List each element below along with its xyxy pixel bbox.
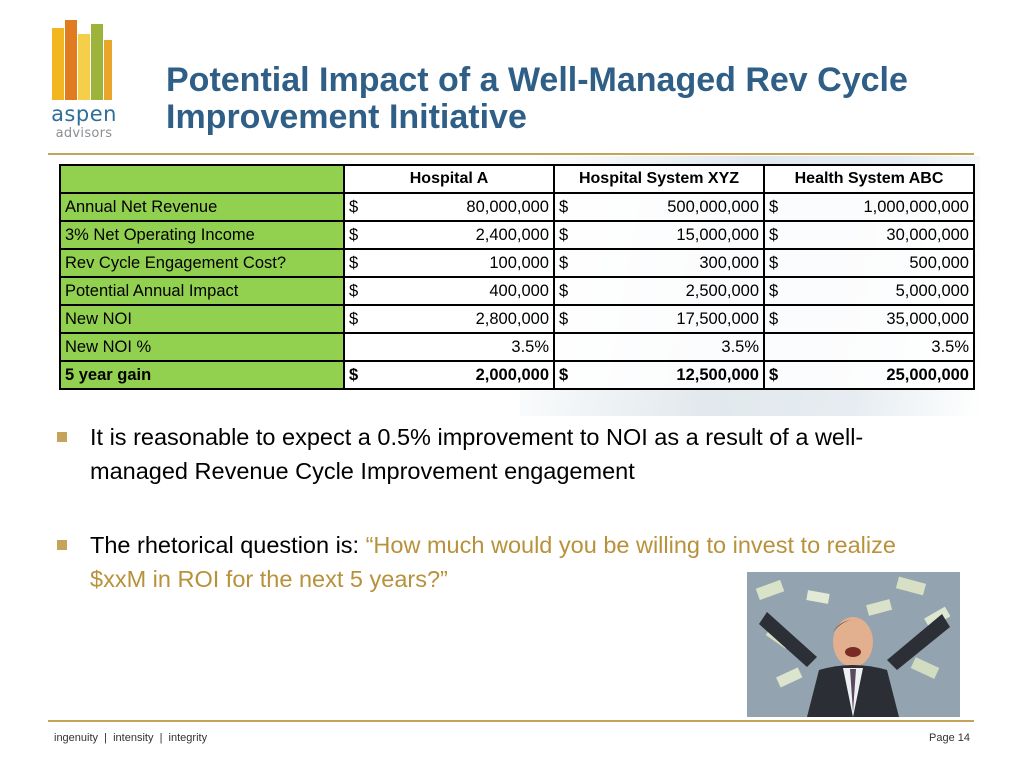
table-row: New NOI % 3.5% 3.5% 3.5% xyxy=(59,332,975,362)
row-label: Rev Cycle Engagement Cost? xyxy=(59,248,345,278)
amount-cell: $80,000,000 xyxy=(343,192,555,222)
currency-symbol: $ xyxy=(349,365,359,384)
amount-value: 300,000 xyxy=(699,253,759,272)
bullet-square-icon xyxy=(57,432,67,442)
amount-value: 2,000,000 xyxy=(475,365,549,384)
column-header: Hospital System XYZ xyxy=(553,164,765,194)
currency-symbol: $ xyxy=(349,281,359,300)
bullet-square-icon xyxy=(57,540,67,550)
amount-value: 400,000 xyxy=(489,281,549,300)
amount-value: 80,000,000 xyxy=(466,197,549,216)
currency-symbol: $ xyxy=(349,253,359,272)
bullet-list: It is reasonable to expect a 0.5% improv… xyxy=(54,420,954,596)
table-row: Rev Cycle Engagement Cost? $100,000 $300,0… xyxy=(59,248,975,278)
currency-symbol: $ xyxy=(769,253,779,272)
row-label: 5 year gain xyxy=(59,360,345,390)
amount-cell: $300,000 xyxy=(553,248,765,278)
currency-symbol: $ xyxy=(769,309,779,328)
bullet-item: The rhetorical question is: “How much wo… xyxy=(54,528,954,596)
amount-value: 30,000,000 xyxy=(886,225,969,244)
currency-symbol: $ xyxy=(769,197,779,216)
amount-cell: $500,000 xyxy=(763,248,975,278)
bullet-text: The rhetorical question is: xyxy=(90,532,366,558)
table-header-row: Hospital A Hospital System XYZ Health Sy… xyxy=(59,164,975,194)
currency-symbol: $ xyxy=(559,309,569,328)
percent-cell: 3.5% xyxy=(343,332,555,362)
currency-symbol: $ xyxy=(349,309,359,328)
amount-cell: $2,500,000 xyxy=(553,276,765,306)
currency-symbol: $ xyxy=(559,225,569,244)
amount-value: 12,500,000 xyxy=(676,365,759,384)
amount-cell: $25,000,000 xyxy=(763,360,975,390)
currency-symbol: $ xyxy=(769,365,779,384)
amount-cell: $12,500,000 xyxy=(553,360,765,390)
aspen-tree-logo-mark xyxy=(52,20,112,100)
amount-cell: $2,800,000 xyxy=(343,304,555,334)
amount-value: 1,000,000,000 xyxy=(863,197,969,216)
amount-cell: $30,000,000 xyxy=(763,220,975,250)
row-label: New NOI % xyxy=(59,332,345,362)
amount-cell: $500,000,000 xyxy=(553,192,765,222)
amount-cell: $400,000 xyxy=(343,276,555,306)
table-row: Potential Annual Impact $400,000 $2,500,00… xyxy=(59,276,975,306)
amount-value: 2,800,000 xyxy=(475,309,549,328)
amount-value: 25,000,000 xyxy=(886,365,969,384)
impact-table: Hospital A Hospital System XYZ Health Sy… xyxy=(59,164,975,390)
table-corner-cell xyxy=(59,164,345,194)
amount-value: 2,400,000 xyxy=(475,225,549,244)
row-label: 3% Net Operating Income xyxy=(59,220,345,250)
amount-value: 2,500,000 xyxy=(685,281,759,300)
amount-cell: $2,400,000 xyxy=(343,220,555,250)
percent-cell: 3.5% xyxy=(553,332,765,362)
logo-word-aspen: aspen xyxy=(51,102,117,126)
currency-symbol: $ xyxy=(349,197,359,216)
amount-cell: $100,000 xyxy=(343,248,555,278)
amount-value: 500,000 xyxy=(909,253,969,272)
amount-value: 100,000 xyxy=(489,253,549,272)
amount-value: 5,000,000 xyxy=(895,281,969,300)
table-row: 5 year gain $2,000,000 $12,500,000 $25,000,… xyxy=(59,360,975,390)
table-row: Annual Net Revenue $80,000,000 $500,000,00… xyxy=(59,192,975,222)
column-header: Hospital A xyxy=(343,164,555,194)
amount-value: 35,000,000 xyxy=(886,309,969,328)
row-label: Potential Annual Impact xyxy=(59,276,345,306)
currency-symbol: $ xyxy=(769,225,779,244)
currency-symbol: $ xyxy=(559,197,569,216)
amount-value: 500,000,000 xyxy=(667,197,759,216)
currency-symbol: $ xyxy=(559,365,569,384)
footer-tagline: ingenuity | intensity | integrity xyxy=(54,732,208,744)
currency-symbol: $ xyxy=(559,281,569,300)
table-row: 3% Net Operating Income $2,400,000 $15,000… xyxy=(59,220,975,250)
amount-value: 15,000,000 xyxy=(676,225,759,244)
bullet-quote: “How much would you be willing to invest… xyxy=(90,532,896,592)
footer-divider xyxy=(48,720,974,722)
amount-cell: $35,000,000 xyxy=(763,304,975,334)
logo-word-advisors: advisors xyxy=(55,126,113,141)
percent-cell: 3.5% xyxy=(763,332,975,362)
amount-cell: $5,000,000 xyxy=(763,276,975,306)
column-header: Health System ABC xyxy=(763,164,975,194)
row-label: New NOI xyxy=(59,304,345,334)
currency-symbol: $ xyxy=(349,225,359,244)
title-divider xyxy=(48,153,974,155)
slide-title: Potential Impact of a Well-Managed Rev C… xyxy=(166,61,908,136)
amount-cell: $15,000,000 xyxy=(553,220,765,250)
page-number: Page 14 xyxy=(929,732,970,744)
amount-cell: $1,000,000,000 xyxy=(763,192,975,222)
amount-cell: $17,500,000 xyxy=(553,304,765,334)
bullet-text: It is reasonable to expect a 0.5% improv… xyxy=(90,424,864,484)
aspen-advisors-logo: aspen advisors xyxy=(50,20,120,145)
currency-symbol: $ xyxy=(559,253,569,272)
bullet-item: It is reasonable to expect a 0.5% improv… xyxy=(54,420,954,488)
table-row: New NOI $2,800,000 $17,500,000 $35,000,000 xyxy=(59,304,975,334)
money-rain-photo xyxy=(747,572,960,717)
amount-value: 17,500,000 xyxy=(676,309,759,328)
row-label: Annual Net Revenue xyxy=(59,192,345,222)
currency-symbol: $ xyxy=(769,281,779,300)
amount-cell: $2,000,000 xyxy=(343,360,555,390)
